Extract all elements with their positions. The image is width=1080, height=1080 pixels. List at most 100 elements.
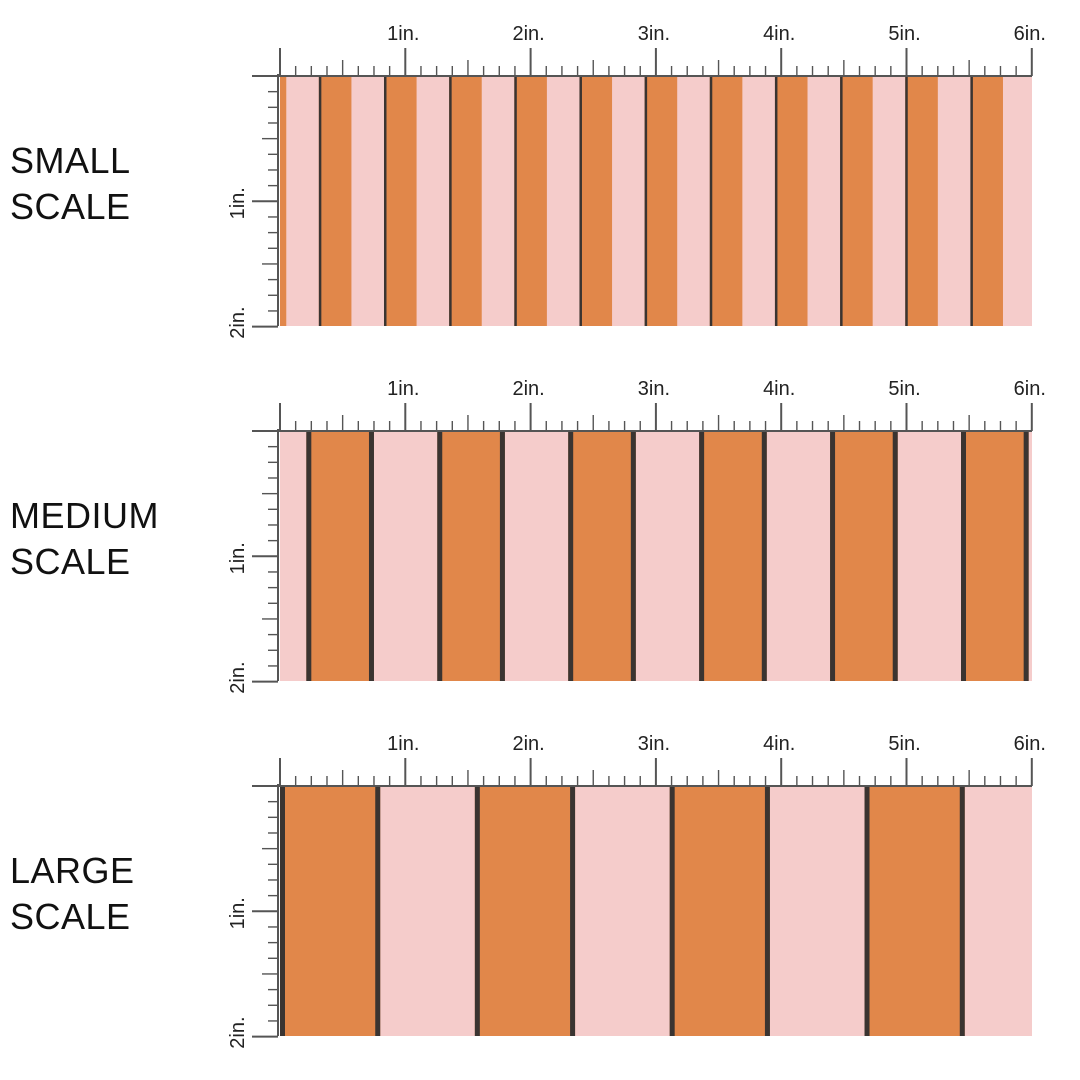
ruler-label: 1in. [387, 733, 419, 755]
stripe-edge [644, 76, 648, 326]
stripe-edge [368, 431, 374, 681]
horizontal-ruler: 1in. 2in. 3in. 4in. 5in. 6in. [252, 378, 1046, 432]
ruler-label: 2in. [512, 733, 544, 755]
ruler-label: 5in. [888, 23, 920, 45]
ruler-label: 1in. [227, 897, 249, 929]
stripe [699, 431, 767, 681]
stripe [709, 76, 743, 326]
ruler-label: 3in. [638, 23, 670, 45]
ruler-label: 5in. [888, 378, 920, 400]
stripe-edge [449, 76, 452, 326]
medium-scale-preview: 1in. 2in. 3in. 4in. 5in. 6in. 1in. 2in. [175, 378, 1046, 694]
stripe-edge [499, 431, 505, 681]
ruler-label: 2in. [227, 1016, 249, 1048]
stripe-edge [375, 786, 381, 1036]
scale-label-line2: SCALE [10, 541, 131, 582]
scale-label-line2: SCALE [10, 896, 131, 937]
scale-label-line1: LARGE [10, 850, 135, 891]
stripe-edge [892, 431, 898, 681]
stripe [970, 76, 1003, 326]
stripe [306, 431, 374, 681]
ruler-label: 4in. [763, 378, 795, 400]
stripe-edge [568, 431, 574, 681]
stripe [474, 786, 576, 1036]
large-scale-section: 1in. 2in. 3in. 4in. 5in. 6in. 1in. 2in. LARGE S… [0, 710, 1080, 1055]
vertical-ruler: 1in. 2in. [227, 74, 279, 339]
stripe [669, 786, 770, 1036]
stripe [864, 786, 965, 1036]
scale-label-line1: MEDIUM [10, 495, 159, 536]
large-scale-preview: 1in. 2in. 3in. 4in. 5in. 6in. 1in. 2in. [227, 733, 1046, 1049]
stripe [318, 76, 352, 326]
stripe-edge [764, 786, 770, 1036]
ruler-label: 6in. [1014, 23, 1046, 45]
stripe [449, 76, 482, 326]
stripe [280, 76, 287, 326]
scale-label-line2: SCALE [10, 186, 131, 227]
vertical-ruler: 1in. 2in. [227, 784, 279, 1049]
ruler-label: 1in. [227, 187, 249, 219]
stripe [644, 76, 678, 326]
ruler-label: 6in. [1014, 378, 1046, 400]
stripe-edge [699, 431, 705, 681]
stripe [383, 76, 417, 326]
stripe-edge [774, 76, 778, 326]
ruler-label: 3in. [638, 733, 670, 755]
ruler-label: 5in. [888, 733, 920, 755]
stripe [840, 76, 873, 326]
stripe-edge [306, 431, 312, 681]
stripe-edge [437, 431, 443, 681]
large-scale-label: LARGE SCALE [10, 848, 135, 940]
stripe-edge [959, 786, 965, 1036]
stripe-edge [1023, 431, 1029, 681]
ruler-label: 2in. [512, 23, 544, 45]
ruler-label: 4in. [763, 733, 795, 755]
stripe-edge [905, 76, 908, 326]
stripe-edge [280, 786, 285, 1036]
stripe-edge [970, 76, 973, 326]
ruler-label: 4in. [763, 23, 795, 45]
vertical-ruler: 1in. 2in. [227, 429, 279, 694]
stripe-edge [570, 786, 576, 1036]
stripe [905, 76, 938, 326]
stripe [579, 76, 613, 326]
swatch-background [280, 431, 1032, 681]
horizontal-ruler: 1in. 2in. 3in. 4in. 5in. 6in. [252, 23, 1046, 77]
fabric-swatch [175, 431, 1032, 681]
stripe-edge [830, 431, 836, 681]
ruler-label: 1in. [387, 23, 419, 45]
stripe [830, 431, 898, 681]
medium-scale-label: MEDIUM SCALE [10, 493, 159, 585]
stripe-edge [961, 431, 967, 681]
stripe [280, 786, 381, 1036]
stripe [514, 76, 547, 326]
fabric-swatch [280, 76, 1032, 326]
small-scale-label: SMALL SCALE [10, 138, 131, 230]
ruler-label: 1in. [227, 542, 249, 574]
ruler-label: 3in. [638, 378, 670, 400]
ruler-label: 6in. [1014, 733, 1046, 755]
stripe-edge [761, 431, 767, 681]
stripe [568, 431, 636, 681]
medium-scale-section: 1in. 2in. 3in. 4in. 5in. 6in. 1in. 2in. MEDIUM … [0, 355, 1080, 700]
scale-label-line1: SMALL [10, 140, 131, 181]
stripe-edge [175, 431, 180, 681]
stripe [774, 76, 808, 326]
stripe-edge [840, 76, 843, 326]
stripe-edge [514, 76, 517, 326]
stripe-edge [579, 76, 582, 326]
ruler-label: 2in. [227, 661, 249, 693]
stripe [437, 431, 505, 681]
stripe-edge [864, 786, 870, 1036]
stripe [961, 431, 1029, 681]
horizontal-ruler: 1in. 2in. 3in. 4in. 5in. 6in. [252, 733, 1046, 787]
ruler-label: 2in. [512, 378, 544, 400]
stripe-edge [383, 76, 387, 326]
stripe-edge [474, 786, 480, 1036]
small-scale-preview: 1in. 2in. 3in. 4in. 5in. 6in. 1in. 2in. [227, 23, 1046, 339]
ruler-label: 2in. [227, 306, 249, 338]
stripe-edge [318, 76, 322, 326]
stripe-edge [630, 431, 636, 681]
fabric-swatch [280, 786, 1032, 1036]
stripe-edge [669, 786, 675, 1036]
